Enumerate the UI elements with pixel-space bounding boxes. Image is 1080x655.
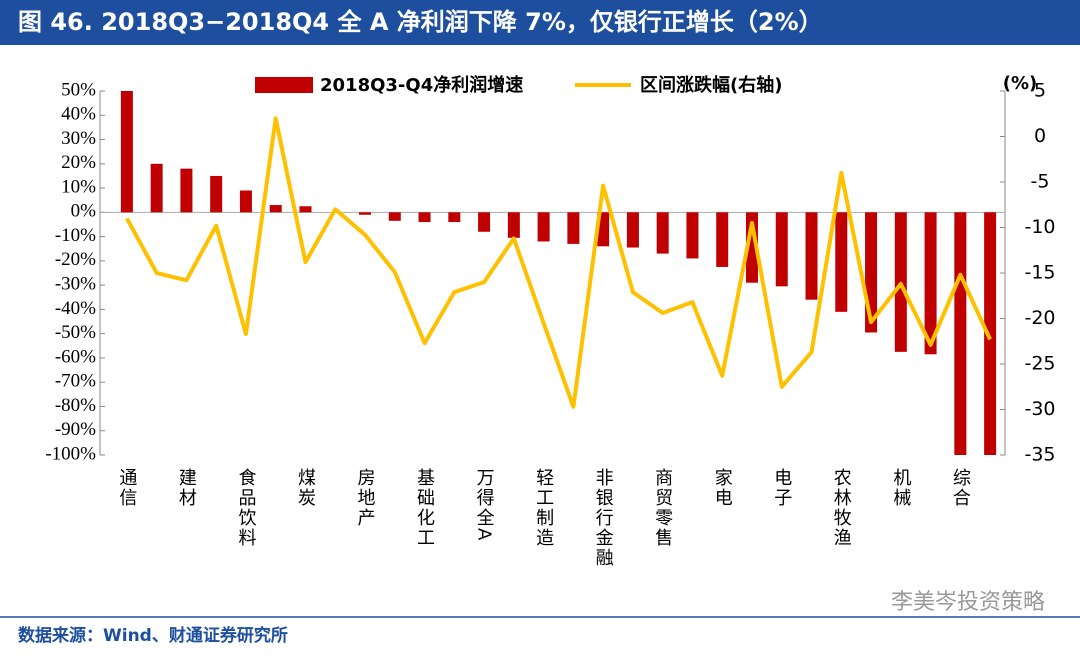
x-tick-label: 基础化工 — [414, 468, 435, 548]
watermark: 李美岑投资策略 — [891, 590, 1045, 615]
y2-tick-label: -10 — [1024, 216, 1055, 238]
bar — [537, 212, 550, 242]
bar — [180, 168, 193, 213]
x-tick-label: 机械 — [890, 468, 911, 508]
bar — [478, 212, 491, 232]
y2-tick-label: 5 — [1034, 80, 1046, 102]
y-tick-label: 20% — [61, 152, 96, 173]
bar — [835, 212, 848, 312]
bar — [120, 91, 133, 213]
y2-unit: (%) — [1003, 73, 1038, 94]
x-tick-label: 非银行金融 — [593, 468, 614, 568]
bar — [775, 212, 788, 287]
bar — [269, 205, 282, 213]
y-tick-label: -10% — [55, 225, 96, 246]
line — [125, 116, 992, 409]
x-tick-label: 通信 — [116, 468, 137, 508]
y-tick-label: -90% — [55, 419, 96, 440]
y2-tick-label: 0 — [1034, 125, 1046, 147]
bar — [626, 212, 639, 248]
bar — [686, 212, 699, 259]
y-tick-label: -60% — [55, 346, 96, 367]
legend-swatch — [255, 77, 313, 93]
y2-tick-label: -15 — [1024, 262, 1055, 284]
x-tick-label: 电子 — [771, 468, 792, 508]
bar — [716, 212, 729, 267]
source: 数据来源：Wind、财通证券研究所 — [18, 625, 288, 646]
bar — [507, 212, 520, 238]
bar — [150, 163, 163, 213]
bar — [924, 212, 937, 355]
x-tick-label: 食品饮料 — [235, 468, 256, 548]
bar — [656, 212, 669, 254]
bar — [210, 175, 223, 213]
y-tick-label: 40% — [61, 104, 96, 125]
x-tick-label: 轻工制造 — [533, 468, 554, 548]
bar — [567, 212, 580, 244]
x-tick-label: 商贸零售 — [652, 468, 673, 548]
x-tick-label: 家电 — [712, 468, 733, 508]
y2-tick-label: -5 — [1031, 171, 1050, 193]
chart-title: 图 46. 2018Q3−2018Q4 全 A 净利润下降 7%，仅银行正增长（… — [18, 8, 823, 36]
y-tick-label: -30% — [55, 273, 96, 294]
header-bar — [0, 0, 1080, 45]
bar — [954, 212, 967, 455]
bar — [984, 212, 997, 455]
y-tick-label: 50% — [61, 79, 96, 100]
y2-tick-label: -20 — [1024, 307, 1055, 329]
x-tick-label: 农林牧渔 — [831, 468, 852, 548]
bar — [805, 212, 818, 300]
legend-label: 区间涨跌幅(右轴) — [640, 74, 782, 96]
x-tick-label: 房地产 — [355, 468, 376, 528]
legend-label: 2018Q3-Q4净利润增速 — [320, 74, 523, 96]
y-tick-label: -50% — [55, 322, 96, 343]
x-tick-label: 综合 — [950, 468, 971, 508]
y-tick-label: -100% — [45, 443, 96, 464]
x-tick-label: 建材 — [176, 468, 197, 508]
bar — [418, 212, 431, 223]
bar — [299, 206, 312, 213]
x-tick-label: 万得全A — [474, 468, 495, 542]
y-tick-label: 10% — [61, 176, 96, 197]
y-tick-label: 30% — [61, 128, 96, 149]
y-tick-label: -70% — [55, 371, 96, 392]
y-tick-label: 0% — [71, 201, 97, 222]
bar — [448, 212, 461, 223]
y2-tick-label: -25 — [1024, 353, 1055, 375]
y2-tick-label: -35 — [1024, 444, 1055, 466]
y2-tick-label: -30 — [1024, 398, 1055, 420]
bar — [239, 190, 252, 213]
y-tick-label: -80% — [55, 395, 96, 416]
y-tick-label: -40% — [55, 298, 96, 319]
x-tick-label: 煤炭 — [295, 468, 316, 508]
bar — [388, 212, 401, 221]
y-tick-label: -20% — [55, 249, 96, 270]
bar — [359, 212, 372, 215]
